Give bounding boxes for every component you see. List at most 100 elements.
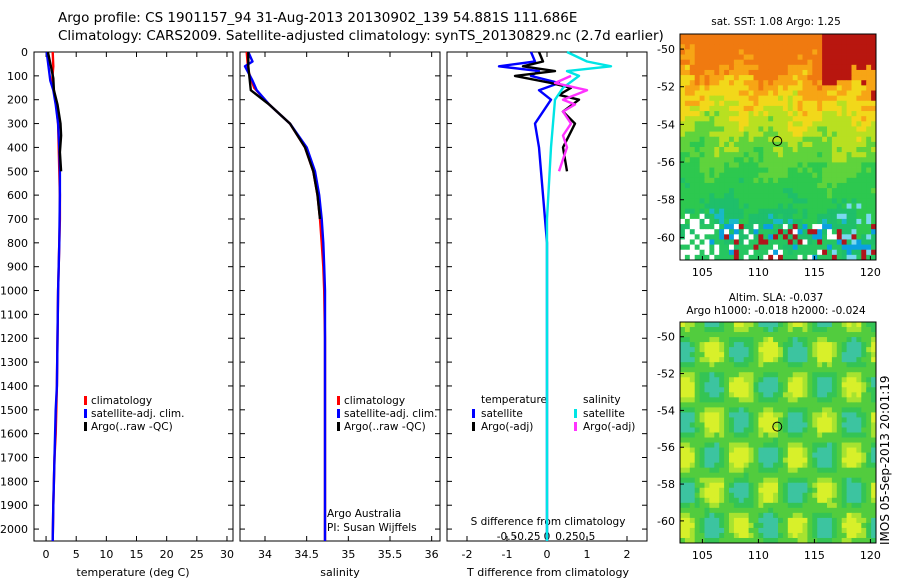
- lat-tick-label: -58: [657, 478, 675, 491]
- lat-tick-label: -54: [657, 404, 675, 417]
- legend-satellite-label: satellite-adj. clim.: [91, 408, 184, 420]
- x-tick-label: 30: [220, 548, 234, 561]
- float-location-marker: [772, 135, 783, 146]
- x-tick-label: 35: [341, 548, 355, 561]
- legend-climatology-label: climatology: [91, 395, 152, 407]
- legend-temperature-title: temperature: [481, 394, 547, 406]
- legend-s-argo-swatch: [574, 422, 577, 431]
- salinity-legend: climatology satellite-adj. clim. Argo(..…: [337, 395, 437, 433]
- y-tick-label: 1400: [0, 380, 28, 393]
- y-tick-label: 900: [7, 261, 28, 274]
- s-tick-label: -0.5: [497, 531, 518, 543]
- legend-s-satellite-label: satellite: [583, 408, 625, 420]
- series-line-argo-raw-qc-: [46, 51, 63, 172]
- x-tick-label: 2: [624, 548, 631, 561]
- legend-s-argo-label: Argo(-adj): [583, 421, 635, 433]
- temperature-panel: temperature (deg C) climatology satellit…: [0, 46, 234, 579]
- x-tick-label: -2: [462, 548, 473, 561]
- sst-map-title: sat. SST: 1.08 Argo: 1.25: [711, 16, 841, 28]
- x-tick-label: 5: [73, 548, 80, 561]
- y-tick-label: 500: [7, 165, 28, 178]
- y-tick-label: 0: [21, 46, 28, 59]
- legend-t-satellite-label: satellite: [481, 408, 523, 420]
- legend-satellite-label: satellite-adj. clim.: [344, 408, 437, 420]
- lon-tick-label: 105: [692, 549, 713, 562]
- y-tick-label: 1100: [0, 308, 28, 321]
- legend-climatology-swatch: [337, 396, 340, 405]
- y-tick-label: 1300: [0, 356, 28, 369]
- y-tick-label: 1200: [0, 332, 28, 345]
- sla-map: Altim. SLA: -0.037 Argo h1000: -0.018 h2…: [657, 292, 881, 562]
- legend-t-argo-label: Argo(-adj): [481, 421, 533, 433]
- temperature-xlabel: temperature (deg C): [76, 566, 189, 579]
- lat-tick-label: -56: [657, 441, 675, 454]
- difference-legend: temperature satellite Argo(-adj) salinit…: [472, 394, 635, 433]
- salinity-annotation-line2: PI: Susan Wijffels: [327, 522, 417, 534]
- x-tick-label: 20: [160, 548, 174, 561]
- sst-map-frame: [679, 33, 877, 261]
- x-tick-label: 15: [130, 548, 144, 561]
- lon-tick-label: 115: [804, 549, 825, 562]
- y-tick-label: 1800: [0, 475, 28, 488]
- legend-argo-label: Argo(..raw -QC): [91, 421, 173, 433]
- x-tick-label: 0: [43, 548, 50, 561]
- y-tick-label: 2000: [0, 523, 28, 536]
- temperature-legend: climatology satellite-adj. clim. Argo(..…: [84, 395, 184, 433]
- salinity-annotation-line1: Argo Australia: [327, 508, 401, 520]
- legend-argo-swatch: [84, 422, 87, 431]
- x-tick-label: 10: [99, 548, 113, 561]
- series-line-climatology: [245, 51, 327, 541]
- plot-title-line1: Argo profile: CS 1901157_94 31-Aug-2013 …: [58, 10, 578, 26]
- legend-t-satellite-swatch: [472, 409, 475, 418]
- y-tick-label: 300: [7, 118, 28, 131]
- x-tick-label: 25: [190, 548, 204, 561]
- lon-tick-label: 110: [748, 549, 769, 562]
- y-tick-label: 1600: [0, 428, 28, 441]
- x-tick-label: 36: [425, 548, 439, 561]
- plot-title-line2: Climatology: CARS2009. Satellite-adjuste…: [58, 28, 664, 44]
- y-tick-label: 200: [7, 94, 28, 107]
- salinity-frame: [239, 51, 441, 542]
- lat-tick-label: -52: [657, 81, 675, 94]
- y-tick-label: 1900: [0, 499, 28, 512]
- s-tick-label: -0.25: [513, 531, 540, 543]
- lon-tick-label: 110: [748, 266, 769, 279]
- difference-xlabel: T difference from climatology: [466, 566, 629, 579]
- y-tick-label: 600: [7, 189, 28, 202]
- legend-t-argo-swatch: [472, 422, 475, 431]
- x-tick-label: 34.5: [294, 548, 319, 561]
- lat-tick-label: -60: [657, 515, 675, 528]
- lat-tick-label: -54: [657, 118, 675, 131]
- series-line-satellite-adj-clim-: [243, 51, 327, 541]
- legend-satellite-swatch: [337, 409, 340, 418]
- sla-map-cells: [680, 322, 877, 544]
- series-line-salinity-satellite: [545, 50, 613, 541]
- series-line-salinity-argo-adj-: [553, 74, 589, 172]
- series-line-temperature-satellite: [497, 51, 561, 541]
- x-tick-label: 35.5: [378, 548, 403, 561]
- legend-s-satellite-swatch: [574, 409, 577, 418]
- y-tick-label: 100: [7, 70, 28, 83]
- lon-tick-label: 105: [692, 266, 713, 279]
- x-tick-label: 34: [258, 548, 272, 561]
- temperature-frame: [33, 51, 234, 542]
- salinity-xlabel: salinity: [320, 566, 360, 579]
- y-tick-label: 1000: [0, 285, 28, 298]
- lat-tick-label: -56: [657, 156, 675, 169]
- sla-map-title1: Altim. SLA: -0.037: [729, 292, 824, 304]
- series-line-argo-raw-qc-: [247, 52, 322, 220]
- s-tick-label: 0.25: [555, 531, 578, 543]
- legend-argo-label: Argo(..raw -QC): [344, 421, 426, 433]
- y-tick-label: 1500: [0, 404, 28, 417]
- legend-climatology-swatch: [84, 396, 87, 405]
- lon-tick-label: 120: [860, 266, 881, 279]
- s-tick-label: 0.5: [579, 531, 596, 543]
- lon-tick-label: 115: [804, 266, 825, 279]
- y-tick-label: 400: [7, 141, 28, 154]
- lat-tick-label: -58: [657, 194, 675, 207]
- legend-argo-swatch: [337, 422, 340, 431]
- lat-tick-label: -60: [657, 231, 675, 244]
- y-tick-label: 700: [7, 213, 28, 226]
- x-tick-label: -1: [502, 548, 513, 561]
